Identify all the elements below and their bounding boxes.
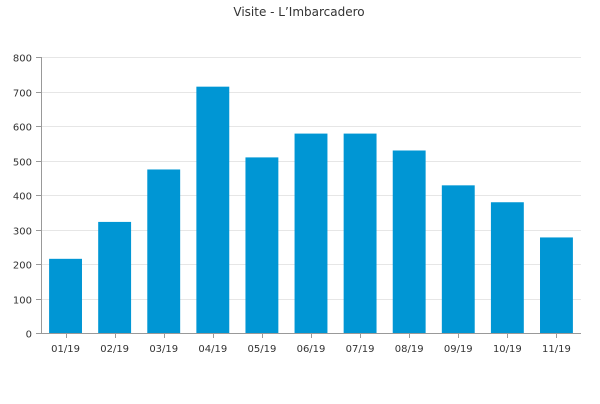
y-tick-label: 200 <box>13 261 32 272</box>
x-tick-label: 04/19 <box>198 344 227 355</box>
bar-01-19 <box>49 258 82 333</box>
x-tick-label: 03/19 <box>149 344 178 355</box>
x-tick-label: 09/19 <box>444 344 473 355</box>
y-tick-label: 600 <box>13 123 32 134</box>
y-tick-label: 500 <box>13 158 32 169</box>
bar-07-19 <box>343 133 377 333</box>
bar-04-19 <box>196 86 230 333</box>
y-tick-label: 700 <box>13 89 32 100</box>
x-tick-label: 11/19 <box>542 344 571 355</box>
y-tick-label: 300 <box>13 227 32 238</box>
bar-05-19 <box>245 157 279 333</box>
bar-11-19 <box>540 237 573 333</box>
y-tick-label: 0 <box>26 330 32 341</box>
bar-08-19 <box>392 150 426 333</box>
x-tick-label: 08/19 <box>395 344 424 355</box>
x-tick-label: 05/19 <box>247 344 276 355</box>
y-tick-label: 400 <box>13 192 32 203</box>
bar-09-19 <box>441 185 475 333</box>
y-tick-label: 800 <box>13 54 32 65</box>
x-tick-label: 06/19 <box>297 344 326 355</box>
bars <box>49 86 573 333</box>
bar-10-19 <box>490 202 524 333</box>
x-tick-label: 10/19 <box>493 344 522 355</box>
x-tick-label: 02/19 <box>100 344 129 355</box>
y-axis-ticks: 0 100 200 300 400 500 600 700 800 <box>13 54 41 341</box>
bar-06-19 <box>294 133 328 333</box>
chart-title: Visite - L’Imbarcadero <box>233 5 364 19</box>
bar-02-19 <box>98 221 132 333</box>
x-axis-ticks: 01/19 02/19 03/19 04/19 05/19 06/19 07/19 08/19… <box>51 333 571 355</box>
x-tick-label: 01/19 <box>51 344 80 355</box>
bar-03-19 <box>147 169 181 333</box>
x-tick-label: 07/19 <box>346 344 375 355</box>
y-tick-label: 100 <box>13 296 32 307</box>
